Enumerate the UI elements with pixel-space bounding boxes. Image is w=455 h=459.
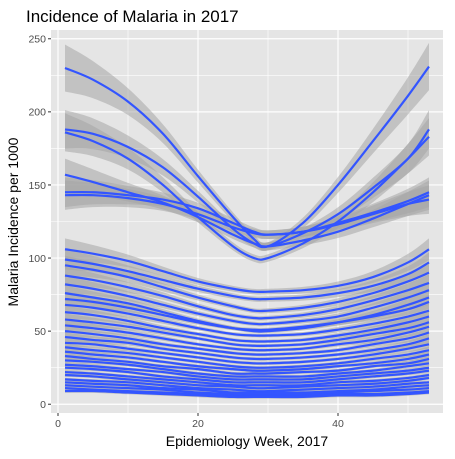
y-tick-label: 50 [34, 326, 46, 338]
series-3-line [64, 131, 430, 261]
series-15-band [65, 305, 429, 344]
x-axis-title: Epidemiology Week, 2017 [166, 433, 329, 449]
series-14-line [64, 303, 430, 337]
series-10-band [65, 266, 429, 321]
series-23-line [64, 354, 430, 375]
y-axis-title: Malaria Incidence per 1000 [5, 137, 21, 306]
series-27-line [64, 370, 430, 387]
series-15-line [64, 311, 430, 343]
y-tick-label: 200 [28, 107, 46, 119]
x-tick-label: 40 [332, 418, 344, 430]
series-25-line [64, 363, 430, 381]
x-tick-label: 0 [55, 418, 61, 430]
series-17-line [64, 324, 430, 352]
series-21-line [64, 346, 430, 369]
series-8-line [64, 258, 430, 301]
series-7-line [64, 248, 430, 294]
series-29-line [64, 378, 430, 393]
y-axis-ticks: 0 50 100 150 200 250 [28, 34, 51, 411]
series-14-band [65, 297, 429, 338]
series-5-line [64, 190, 430, 236]
series-26-line [64, 366, 430, 384]
y-tick-label: 150 [28, 180, 46, 192]
series-11-band [65, 275, 429, 327]
series-6-line [64, 191, 430, 236]
x-axis-ticks: 0 20 40 [55, 413, 344, 430]
series-11-line [64, 283, 430, 326]
y-tick-label: 250 [28, 34, 46, 46]
series-18-band [65, 326, 429, 357]
series-9-band [65, 255, 429, 314]
series-4-line [64, 173, 430, 248]
series-31-line [64, 384, 430, 396]
series-19-line [64, 335, 430, 361]
chart-title: Incidence of Malaria in 2017 [26, 7, 239, 26]
series-lines [64, 65, 430, 399]
y-tick-label: 100 [28, 253, 46, 265]
series-1-line [64, 65, 430, 249]
series-9-line [64, 264, 430, 313]
series-33-line [64, 389, 430, 399]
x-tick-label: 20 [192, 418, 204, 430]
series-10-line [64, 274, 430, 320]
series-7-band [65, 238, 429, 295]
series-32-line [64, 387, 430, 397]
series-18-line [64, 330, 430, 356]
series-12-line [64, 292, 430, 333]
series-24-line [64, 359, 430, 378]
series-13-line [64, 297, 430, 332]
series-30-line [64, 381, 430, 394]
series-22-line [64, 350, 430, 372]
y-tick-label: 0 [40, 399, 46, 411]
series-16-line [64, 318, 430, 348]
series-20-line [64, 341, 430, 365]
series-28-line [64, 373, 430, 390]
